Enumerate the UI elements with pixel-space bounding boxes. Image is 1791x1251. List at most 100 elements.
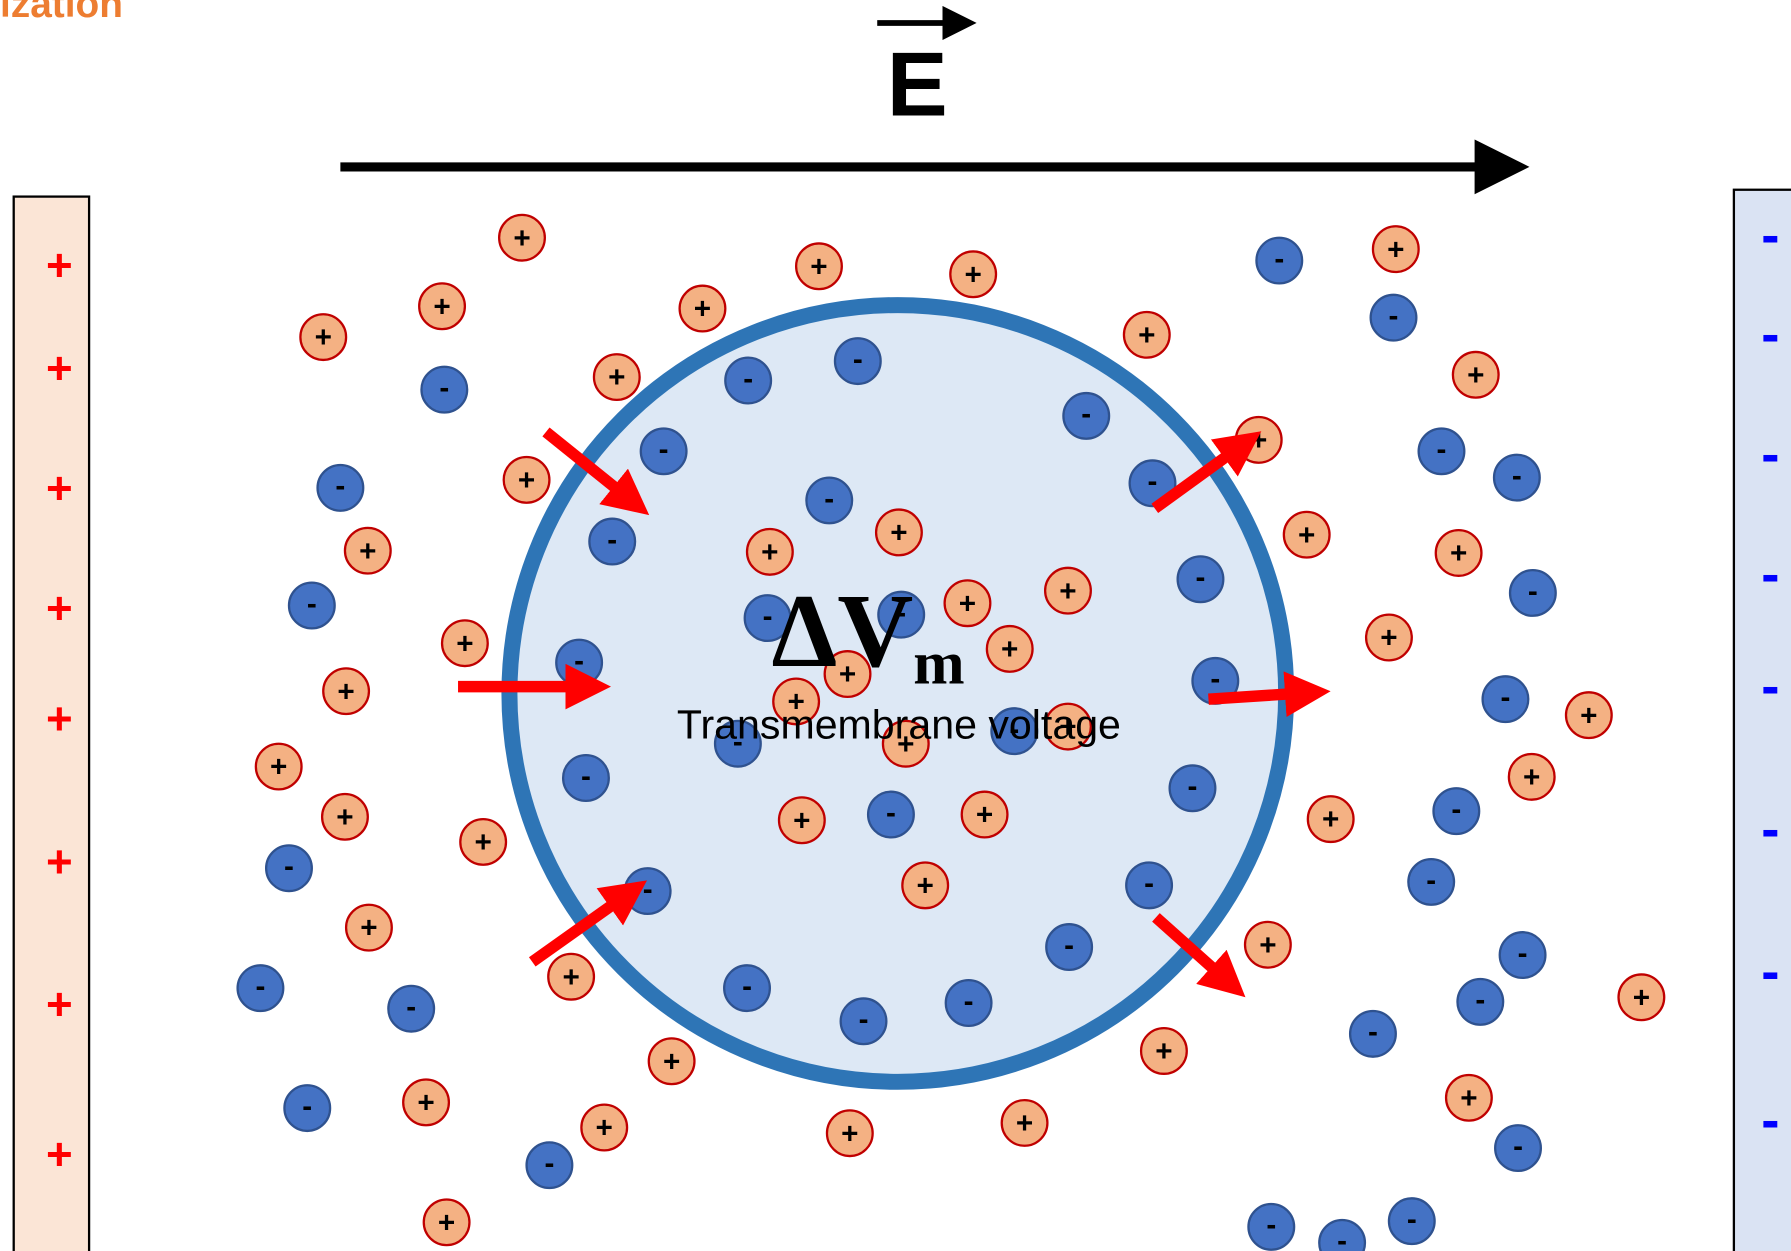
cation-sign: + [359, 535, 376, 568]
cation-sign: + [1633, 981, 1650, 1014]
cation-sign: + [1259, 929, 1276, 962]
cathode-sign: - [1761, 543, 1779, 605]
anion-sign: - [1389, 300, 1399, 333]
cation-sign: + [841, 1117, 858, 1150]
cation-sign: + [417, 1087, 434, 1120]
anion-sign: - [1274, 242, 1284, 275]
cation-sign: + [608, 361, 625, 394]
cell-membrane [509, 305, 1286, 1082]
anode-sign: + [46, 240, 73, 291]
anion-sign: - [302, 1090, 312, 1123]
cation-sign: + [793, 804, 810, 837]
cation-sign: + [337, 675, 354, 708]
force-arrow [1208, 693, 1296, 699]
anode-sign: + [46, 979, 73, 1030]
anion-sign: - [1196, 561, 1206, 594]
cation-sign: + [1467, 359, 1484, 392]
anion-sign: - [886, 796, 896, 829]
cation-sign: + [917, 869, 934, 902]
cathode-sign: - [1761, 655, 1779, 717]
anion-sign: - [659, 433, 669, 466]
anion-sign: - [581, 760, 591, 793]
cation-sign: + [1387, 233, 1404, 266]
anion-sign: - [964, 985, 974, 1018]
anion-sign: - [1500, 681, 1510, 714]
field-label: E [887, 34, 948, 136]
anode-sign: + [46, 582, 73, 633]
anion-sign: - [1518, 937, 1528, 970]
cation-sign: + [1450, 537, 1467, 570]
anode-sign: + [46, 836, 73, 887]
anion-sign: - [743, 362, 753, 395]
anode-sign: + [46, 342, 73, 393]
anion-sign: - [1064, 929, 1074, 962]
cation-sign: + [562, 961, 579, 994]
anion-sign: - [284, 850, 294, 883]
anion-sign: - [607, 523, 617, 556]
anion-sign: - [742, 970, 752, 1003]
cation-sign: + [1580, 699, 1597, 732]
anion-sign: - [439, 371, 449, 404]
cation-sign: + [518, 464, 535, 497]
anion-sign: - [643, 873, 653, 906]
anion-sign: - [335, 470, 345, 503]
cation-sign: + [1298, 519, 1315, 552]
cation-sign: + [1460, 1082, 1477, 1115]
anode-sign: + [46, 462, 73, 513]
anion-sign: - [824, 482, 834, 515]
cation-sign: + [1523, 761, 1540, 794]
cation-sign: + [270, 751, 287, 784]
diagram: ization E + + + + + + + + + + + + + + + + + + + + + + + + + + + + + +… [0, 0, 1791, 1251]
cathode-sign: - [1761, 1089, 1779, 1151]
cation-sign: + [456, 627, 473, 660]
anion-sign: - [307, 587, 317, 620]
anion-sign: - [859, 1003, 869, 1036]
cation-sign: + [336, 801, 353, 834]
anion-sign: - [1426, 864, 1436, 897]
anion-sign: - [853, 343, 863, 376]
page: ization E + + + + + + + + + + + + + + + + + + + + + + + + + + + + + +… [0, 0, 1791, 1251]
cation-sign: + [1322, 803, 1339, 836]
anion-sign: - [1407, 1203, 1417, 1236]
anion-sign: - [255, 970, 265, 1003]
anion-sign: - [1148, 465, 1158, 498]
cation-sign: + [964, 258, 981, 291]
membrane-label: Transmembrane voltage [677, 702, 1121, 748]
cation-sign: + [513, 222, 530, 255]
cation-sign: + [959, 587, 976, 620]
cation-sign: + [1059, 575, 1076, 608]
cation-sign: + [1250, 424, 1267, 457]
anion-sign: - [406, 991, 416, 1024]
anion-sign: - [1266, 1209, 1276, 1242]
anion-sign: - [1513, 1130, 1523, 1163]
title: ization [0, 0, 123, 26]
anode-sign: + [46, 1128, 73, 1179]
cathode-sign: - [1761, 303, 1779, 365]
anode-sign: + [46, 693, 73, 744]
cathode-sign: - [1761, 797, 1779, 859]
symbol: ΔV [772, 572, 914, 689]
cathode-sign: - [1761, 203, 1779, 265]
anion-sign: - [1368, 1016, 1378, 1049]
cation-sign: + [663, 1045, 680, 1078]
anion-sign: - [574, 644, 584, 677]
cation-sign: + [360, 912, 377, 945]
cation-sign: + [694, 293, 711, 326]
cation-sign: + [438, 1206, 455, 1239]
cathode-sign: - [1761, 940, 1779, 1002]
cation-sign: + [1016, 1107, 1033, 1140]
cation-sign: + [474, 826, 491, 859]
cation-sign: + [976, 799, 993, 832]
anion-sign: - [1081, 398, 1091, 431]
cation-sign: + [1138, 319, 1155, 352]
cation-sign: + [761, 536, 778, 569]
cation-sign: + [1155, 1035, 1172, 1068]
anion-sign: - [1528, 575, 1538, 608]
cation-sign: + [890, 517, 907, 550]
anion-sign: - [1475, 984, 1485, 1017]
cation-sign: + [810, 250, 827, 283]
cation-sign: + [433, 290, 450, 323]
anion-sign: - [1512, 459, 1522, 492]
cathode-sign: - [1761, 423, 1779, 485]
anion-sign: - [1144, 867, 1154, 900]
